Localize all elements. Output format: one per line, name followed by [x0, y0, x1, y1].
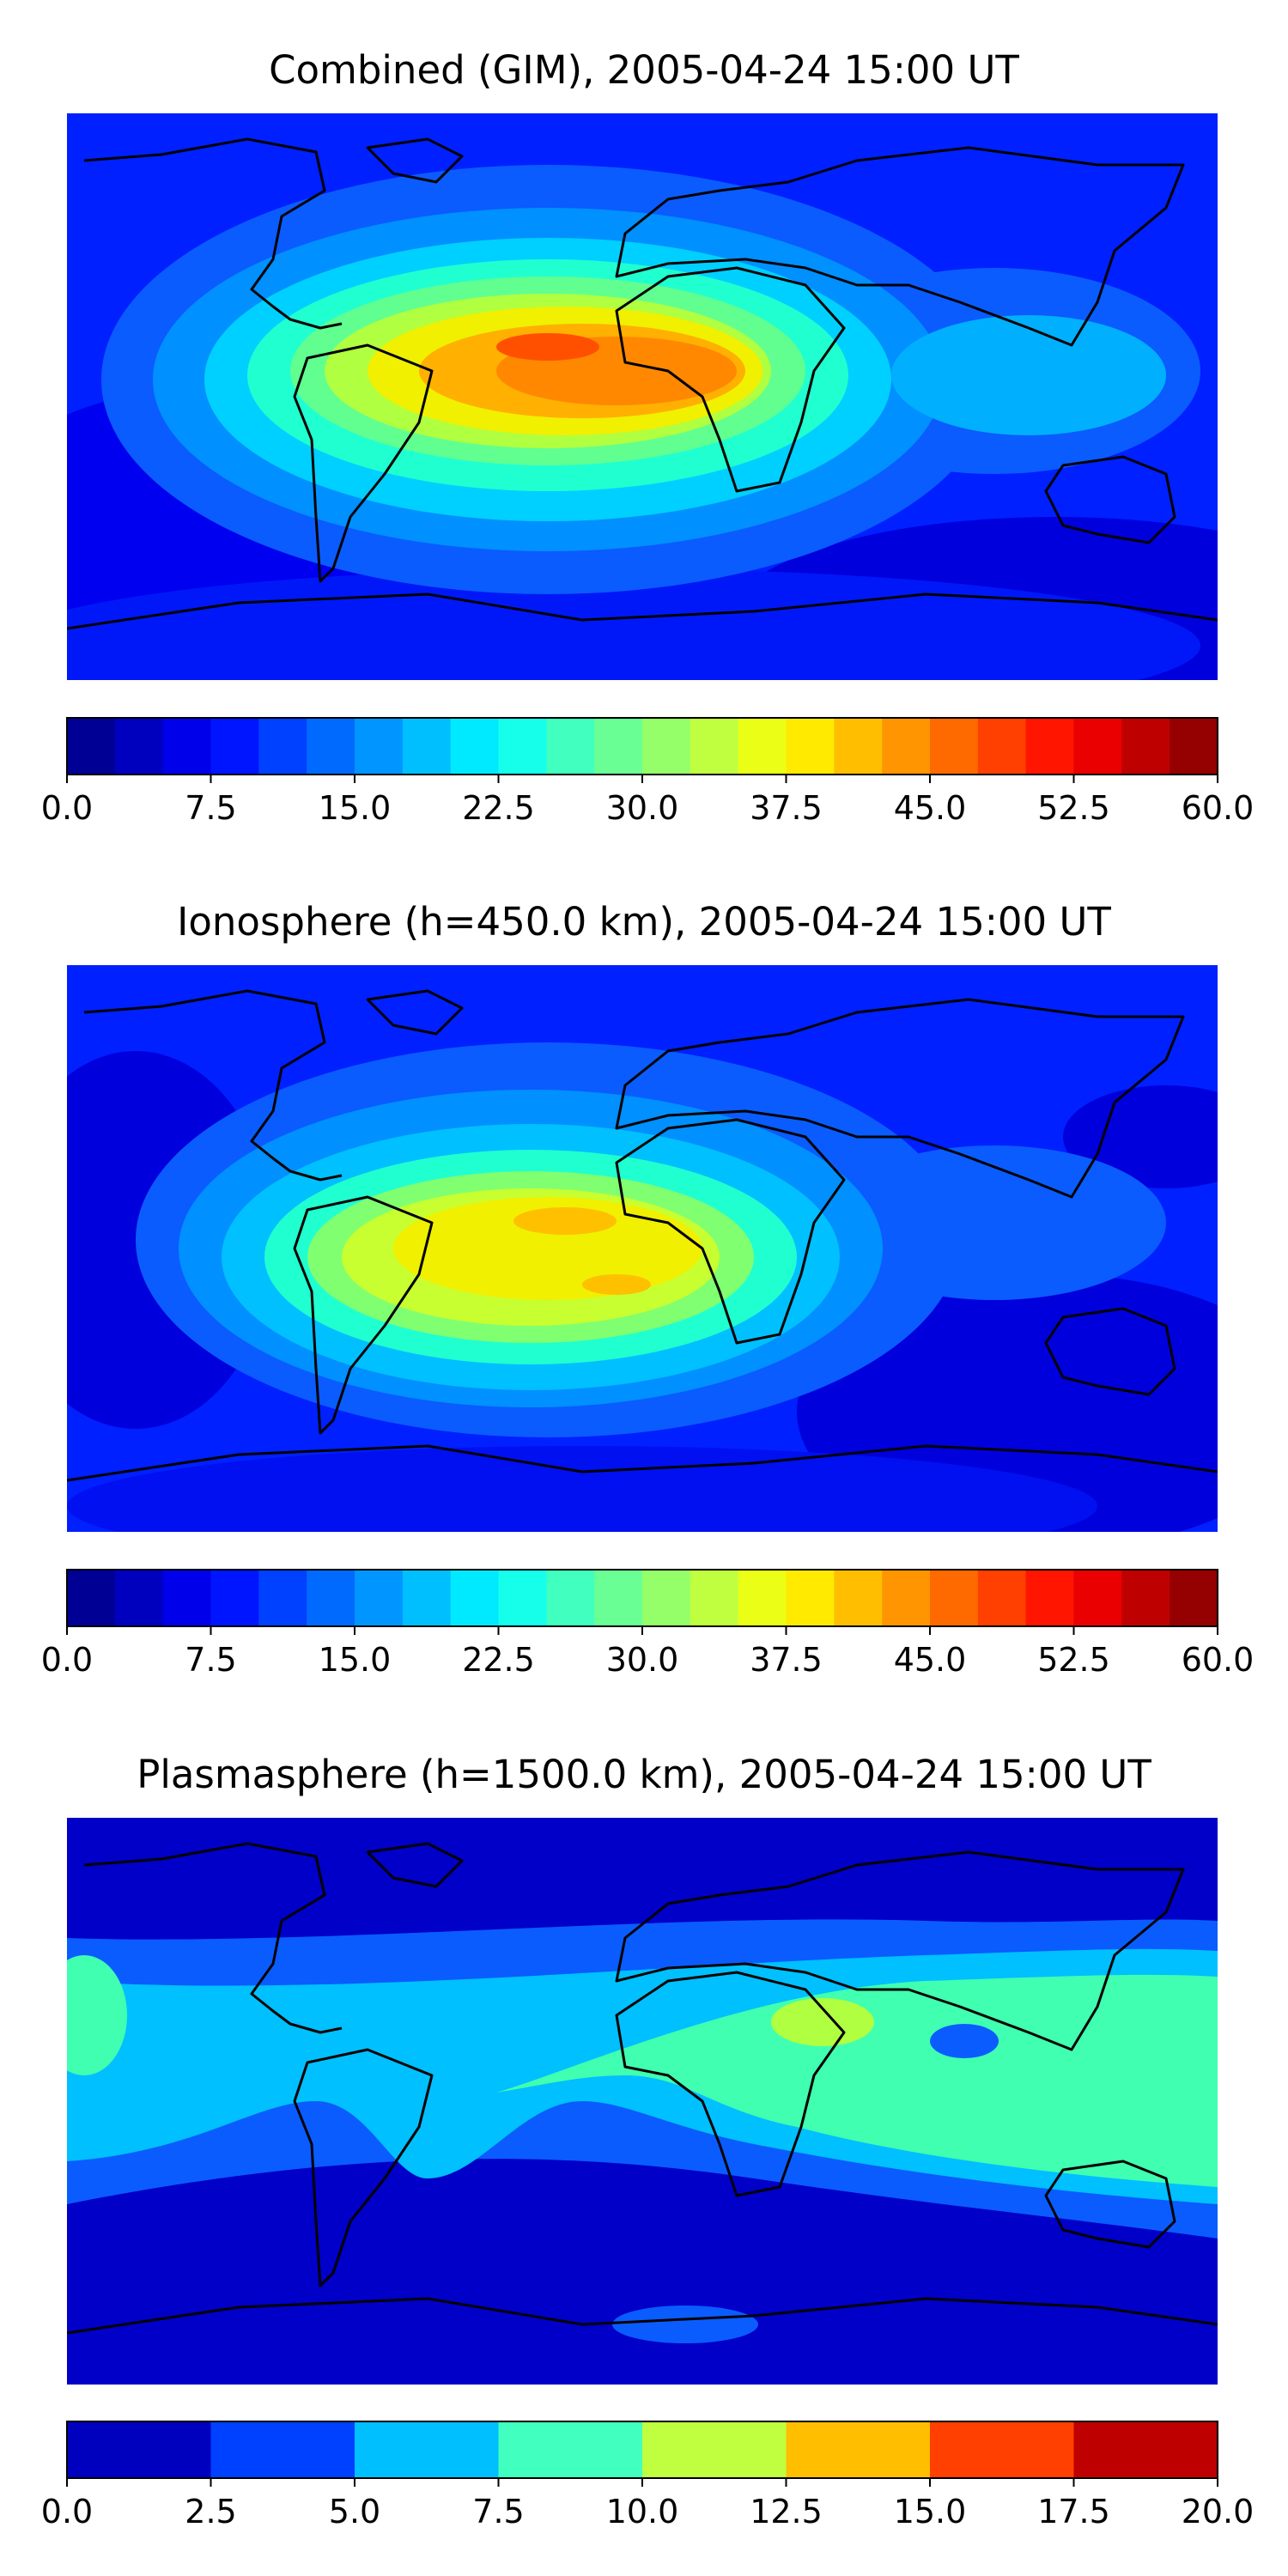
colorbar-level-swatch — [498, 1570, 547, 1626]
colorbar-level-swatch — [642, 718, 691, 775]
colorbar-level-swatch — [642, 2421, 787, 2478]
colorbar-level-swatch — [307, 718, 355, 775]
colorbar-tick-label: 7.5 — [185, 1641, 236, 1679]
colorbar-level-swatch — [786, 1570, 835, 1626]
colorbar-level-swatch — [594, 1570, 643, 1626]
colorbar-level-swatch — [930, 1570, 979, 1626]
colorbar-tick-label: 60.0 — [1182, 789, 1255, 827]
colorbar-level-swatch — [930, 718, 979, 775]
colorbar-level-swatch — [834, 718, 883, 775]
colorbar-level-swatch — [355, 718, 404, 775]
colorbar-level-swatch — [546, 718, 595, 775]
colorbar-tick-label: 37.5 — [750, 789, 823, 827]
colorbar-tick-label: 7.5 — [472, 2493, 524, 2530]
colorbar-tick-label: 22.5 — [462, 1641, 535, 1679]
colorbar-level-swatch — [977, 718, 1027, 775]
colorbar-tick-label: 52.5 — [1037, 789, 1110, 827]
panel-3-title: Plasmasphere (h=1500.0 km), 2005-04-24 1… — [137, 1752, 1151, 1797]
panel-2-colorbar: 0.0 7.5 15.0 22.5 30.0 37.5 45.0 52.5 60.0 — [41, 1569, 1254, 1679]
panel-1-map — [67, 113, 1218, 680]
colorbar-tick-label: 52.5 — [1037, 1641, 1110, 1679]
colorbar-tick-label: 7.5 — [185, 789, 236, 827]
colorbar-level-swatch — [67, 718, 116, 775]
colorbar-level-swatch — [1025, 1570, 1075, 1626]
panel-3-map — [67, 1818, 1218, 2385]
panel-1-colorbar: 0.0 7.5 15.0 22.5 30.0 37.5 45.0 52.5 60.0 — [41, 717, 1254, 827]
colorbar-level-swatch — [882, 1570, 931, 1626]
colorbar-level-swatch — [546, 1570, 595, 1626]
colorbar-level-swatch — [498, 2421, 643, 2478]
colorbar-level-swatch — [977, 1570, 1027, 1626]
colorbar-tick-label: 0.0 — [41, 1641, 93, 1679]
panel-3-colorbar: 0.0 2.5 5.0 7.5 10.0 12.5 15.0 17.5 20.0 — [41, 2421, 1254, 2530]
colorbar-level-swatch — [67, 1570, 116, 1626]
colorbar-level-swatch — [450, 1570, 500, 1626]
colorbar-tick-label: 37.5 — [750, 1641, 823, 1679]
panel-1-title: Combined (GIM), 2005-04-24 15:00 UT — [269, 47, 1019, 93]
colorbar-tick-label: 60.0 — [1182, 1641, 1255, 1679]
colorbar-tick-label: 22.5 — [462, 789, 535, 827]
colorbar-level-swatch — [114, 1570, 164, 1626]
colorbar-level-swatch — [1121, 1570, 1170, 1626]
colorbar-tick-label: 0.0 — [41, 789, 93, 827]
colorbar-level-swatch — [930, 2421, 1075, 2478]
colorbar-tick-label: 2.5 — [185, 2493, 236, 2530]
colorbar-level-swatch — [210, 2421, 355, 2478]
colorbar-level-swatch — [1073, 1570, 1122, 1626]
colorbar-tick-label: 30.0 — [606, 1641, 679, 1679]
colorbar-tick-label: 45.0 — [894, 789, 967, 827]
colorbar-level-swatch — [594, 718, 643, 775]
colorbar-level-swatch — [355, 2421, 500, 2478]
colorbar-level-swatch — [1170, 718, 1218, 775]
colorbar-level-swatch — [162, 1570, 212, 1626]
colorbar-tick-label: 10.0 — [606, 2493, 679, 2530]
colorbar-level-swatch — [786, 2421, 931, 2478]
panel-2-title: Ionosphere (h=450.0 km), 2005-04-24 15:0… — [177, 899, 1111, 945]
colorbar-level-swatch — [1121, 718, 1170, 775]
colorbar-tick-label: 20.0 — [1182, 2493, 1255, 2530]
colorbar-level-swatch — [786, 718, 835, 775]
colorbar-level-swatch — [1170, 1570, 1218, 1626]
colorbar-tick-label: 45.0 — [894, 1641, 967, 1679]
colorbar-level-swatch — [738, 1570, 787, 1626]
colorbar-tick-label: 30.0 — [606, 789, 679, 827]
colorbar-tick-label: 15.0 — [319, 789, 392, 827]
colorbar-level-swatch — [690, 718, 739, 775]
colorbar-tick-label: 0.0 — [41, 2493, 93, 2530]
panel-2-map — [67, 965, 1218, 1532]
colorbar-level-swatch — [690, 1570, 739, 1626]
colorbar-tick-label: 17.5 — [1037, 2493, 1110, 2530]
colorbar-level-swatch — [210, 718, 259, 775]
colorbar-tick-label: 15.0 — [894, 2493, 967, 2530]
colorbar-level-swatch — [738, 718, 787, 775]
colorbar-level-swatch — [1025, 718, 1075, 775]
colorbar-tick-label: 15.0 — [319, 1641, 392, 1679]
colorbar-level-swatch — [834, 1570, 883, 1626]
colorbar-level-swatch — [162, 718, 212, 775]
colorbar-level-swatch — [450, 718, 500, 775]
colorbar-level-swatch — [307, 1570, 355, 1626]
colorbar-level-swatch — [642, 1570, 691, 1626]
colorbar-level-swatch — [1073, 2421, 1218, 2478]
colorbar-level-swatch — [402, 1570, 452, 1626]
colorbar-level-swatch — [498, 718, 547, 775]
colorbar-level-swatch — [258, 718, 307, 775]
colorbar-tick-label: 12.5 — [750, 2493, 823, 2530]
colorbar-level-swatch — [258, 1570, 307, 1626]
colorbar-level-swatch — [67, 2421, 212, 2478]
colorbar-level-swatch — [1073, 718, 1122, 775]
colorbar-tick-label: 5.0 — [329, 2493, 380, 2530]
colorbar-level-swatch — [882, 718, 931, 775]
colorbar-level-swatch — [114, 718, 164, 775]
colorbar-level-swatch — [402, 718, 452, 775]
colorbar-level-swatch — [355, 1570, 404, 1626]
colorbar-level-swatch — [210, 1570, 259, 1626]
